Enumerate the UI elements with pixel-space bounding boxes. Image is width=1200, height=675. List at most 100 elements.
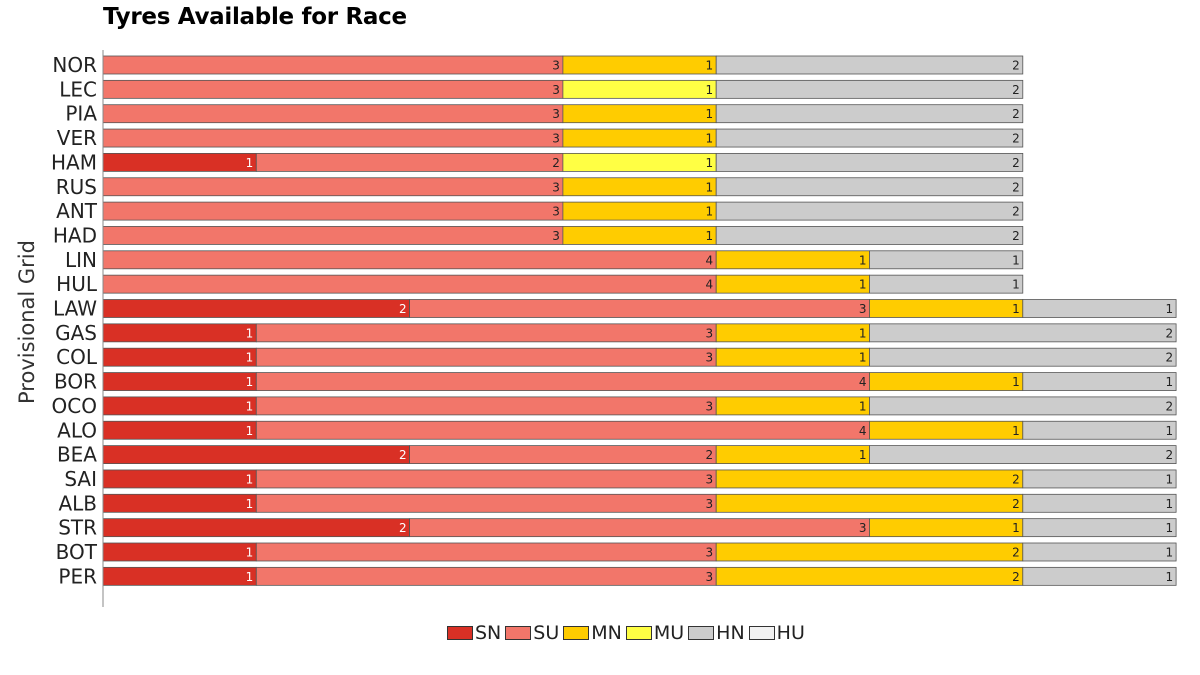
data-label-bea-hn: 2 (1165, 448, 1173, 462)
bar-alo-mn (869, 420, 1024, 440)
data-label-nor-hn: 2 (1012, 59, 1020, 73)
category-label-col: COL (56, 345, 98, 369)
bar-nor-su (102, 55, 564, 75)
bar-had-mn (562, 226, 717, 245)
bar-ant-hn (715, 201, 1024, 221)
data-label-alb-sn: 1 (246, 497, 254, 511)
category-label-pia: PIA (65, 102, 97, 126)
data-label-hul-mn: 1 (859, 278, 867, 292)
category-label-ham: HAM (51, 150, 97, 174)
category-label-law: LAW (53, 297, 97, 321)
data-label-col-mn: 1 (859, 351, 867, 365)
data-label-ham-su: 2 (552, 156, 560, 170)
data-label-sai-su: 3 (706, 472, 714, 486)
data-label-alb-hn: 1 (1165, 497, 1173, 511)
bar-col-hn (869, 347, 1177, 367)
bar-nor-hn (715, 55, 1024, 75)
data-label-hul-su: 4 (706, 278, 714, 292)
bar-oco-hn (869, 396, 1177, 416)
data-label-lin-su: 4 (706, 253, 714, 267)
legend-label-mn: MN (591, 622, 622, 644)
legend-label-sn: SN (475, 622, 502, 644)
bar-alo-su (255, 420, 870, 440)
bar-law-su (409, 299, 870, 318)
bar-had-su (102, 226, 564, 245)
data-label-col-hn: 2 (1165, 351, 1173, 365)
category-label-alo: ALO (57, 418, 97, 442)
bar-col-mn (715, 347, 870, 367)
category-label-nor: NOR (52, 53, 97, 77)
data-label-per-mn: 2 (1012, 570, 1020, 584)
category-label-had: HAD (53, 223, 97, 247)
legend: SN SU MN MU HN HU (447, 622, 809, 644)
bar-had-hn (715, 226, 1024, 245)
category-label-gas: GAS (55, 321, 97, 345)
bar-alb-su (255, 493, 717, 513)
category-label-str: STR (58, 516, 97, 540)
bar-bor-sn (102, 372, 257, 391)
bar-rus-mn (562, 177, 717, 197)
data-label-nor-su: 3 (552, 59, 560, 73)
data-label-ver-hn: 2 (1012, 132, 1020, 146)
data-label-lec-mu: 1 (706, 83, 714, 97)
data-label-str-mn: 1 (1012, 521, 1020, 535)
bar-sai-mn (715, 469, 1024, 489)
bar-str-hn (1022, 518, 1177, 538)
data-label-alb-mn: 2 (1012, 497, 1020, 511)
bar-ver-mn (562, 128, 717, 148)
data-label-ver-mn: 1 (706, 132, 714, 146)
data-label-sai-hn: 1 (1165, 472, 1173, 486)
data-label-bea-su: 2 (706, 448, 714, 462)
legend-item-mu: MU (625, 622, 684, 644)
data-label-str-hn: 1 (1165, 521, 1173, 535)
bar-nor-mn (562, 55, 717, 75)
data-label-ham-hn: 2 (1012, 156, 1020, 170)
bar-alo-sn (102, 420, 257, 440)
bar-bot-mn (715, 542, 1024, 562)
bar-alb-sn (102, 493, 257, 513)
data-label-ant-su: 3 (552, 205, 560, 219)
bar-ham-mu (562, 152, 717, 172)
data-label-per-sn: 1 (246, 570, 254, 584)
bar-bot-hn (1022, 542, 1177, 562)
bar-ant-mn (562, 201, 717, 221)
data-label-alo-su: 4 (859, 424, 867, 438)
data-label-had-hn: 2 (1012, 229, 1020, 243)
bar-bor-su (255, 372, 870, 391)
data-label-bea-sn: 2 (399, 448, 407, 462)
category-labels: NORLECPIAVERHAMRUSANTHADLINHULLAWGASCOLB… (51, 53, 98, 588)
data-label-lin-hn: 1 (1012, 253, 1020, 267)
data-label-rus-su: 3 (552, 180, 560, 194)
bar-rus-hn (715, 177, 1024, 197)
bar-bor-hn (1022, 372, 1177, 391)
bar-oco-su (255, 396, 717, 416)
bar-per-sn (102, 566, 257, 586)
bar-bea-su (409, 445, 717, 465)
data-label-ham-sn: 1 (246, 156, 254, 170)
data-label-col-su: 3 (706, 351, 714, 365)
legend-swatch-mn (563, 626, 590, 640)
category-label-alb: ALB (58, 491, 97, 515)
bar-lin-su (102, 250, 717, 270)
legend-label-su: SU (533, 622, 560, 644)
bar-bea-mn (715, 445, 870, 465)
bar-pia-hn (715, 104, 1024, 124)
data-label-nor-mn: 1 (706, 59, 714, 73)
bar-per-mn (715, 566, 1024, 586)
legend-swatch-mu (625, 626, 652, 640)
data-label-bor-hn: 1 (1165, 375, 1173, 389)
category-label-lec: LEC (59, 77, 97, 101)
data-label-sai-mn: 2 (1012, 472, 1020, 486)
bar-ant-su (102, 201, 564, 221)
data-label-law-sn: 2 (399, 302, 407, 316)
data-label-gas-sn: 1 (246, 326, 254, 340)
data-label-per-su: 3 (706, 570, 714, 584)
data-label-ver-su: 3 (552, 132, 560, 146)
bar-law-mn (869, 299, 1024, 318)
bar-gas-sn (102, 323, 257, 343)
data-label-had-su: 3 (552, 229, 560, 243)
data-label-per-hn: 1 (1165, 570, 1173, 584)
bar-gas-su (255, 323, 717, 343)
data-label-bot-su: 3 (706, 546, 714, 560)
